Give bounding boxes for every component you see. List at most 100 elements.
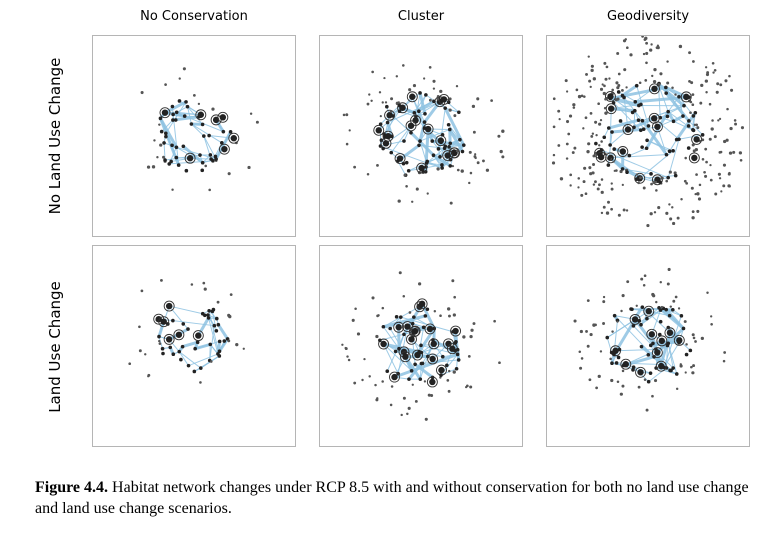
figure-caption: Figure 4.4. Habitat network changes unde… [35,477,750,519]
network-node [404,323,411,330]
network-node [454,366,459,371]
network-node [424,417,428,421]
network-edge [187,106,203,125]
network-node [381,306,385,310]
network-edge [179,100,202,116]
network-node [666,341,671,346]
network-node [200,160,205,165]
network-node [660,305,664,309]
network-node [171,318,175,323]
network-edge [418,121,427,142]
network-node [610,187,614,191]
network-node-ring [228,132,240,144]
network-node [344,346,347,350]
network-node [619,169,623,174]
network-node [354,307,357,311]
network-edge [663,342,680,368]
network-node-ring [163,333,175,345]
network-node-ring [617,146,629,157]
network-node [186,363,191,368]
nodes [128,278,245,384]
network-node-ring [688,152,700,164]
network-node [657,206,661,210]
network-node [577,177,581,180]
network-node [637,385,641,389]
network-node [200,168,205,173]
network-node [617,347,622,352]
network-node [181,144,186,149]
network-node [645,316,649,321]
network-node [625,209,629,212]
network-node [348,129,351,132]
network-node [420,361,425,366]
network-node [409,130,413,135]
network-node [394,315,399,319]
network-node [659,281,662,284]
network-node [657,305,661,310]
network-node [418,300,426,308]
network-edge [164,100,187,115]
network-node [578,350,582,353]
panel-landuse-geodiversity [546,245,750,447]
network-node [673,173,678,178]
network-node-ring [412,349,423,361]
network-node [425,307,430,312]
network-node [679,314,684,318]
network-node [214,316,219,321]
network-node [725,138,729,142]
network-node [639,344,644,349]
network-node [603,61,607,65]
network-node [588,378,592,382]
network-node [673,171,677,175]
network-node [384,132,392,140]
network-edge [456,354,459,369]
network-node [469,171,473,175]
network-node [608,105,615,112]
network-node [449,201,453,205]
network-node [710,322,713,326]
network-node [552,153,556,157]
network-node [704,66,708,69]
network-node [640,277,644,281]
network-node [206,316,211,320]
network-edge [665,86,687,99]
network-node [557,109,561,113]
network-node [153,139,156,142]
network-node-ring [384,109,396,121]
network-node [397,346,401,351]
network-node [408,311,412,314]
network-node [727,172,731,176]
network-node [646,124,651,128]
network-node [425,159,430,164]
network-node [165,336,173,343]
network-node [654,123,661,130]
network-node [415,187,419,191]
network-node [639,102,643,107]
network-node [186,327,190,331]
network-edge [656,352,674,369]
network-node [203,287,207,291]
network-node [690,365,693,369]
network-node [482,159,485,163]
network-node [612,313,617,318]
network-node [345,142,349,146]
network-node [551,161,556,165]
network-node [592,163,596,167]
network-node [155,318,160,322]
network-node [212,323,217,328]
network-node [501,155,505,159]
network-node [592,183,596,186]
network-node [671,149,675,153]
network-node [597,374,601,378]
network-node [197,102,201,106]
network-node [217,339,222,344]
network-node [696,126,700,130]
network-node [694,148,698,152]
network-node [648,343,653,348]
network-node [346,355,349,358]
network-node [690,81,694,85]
network-node [665,114,670,119]
network-node [701,138,705,142]
network-node [633,99,638,104]
network-edge [601,149,669,179]
